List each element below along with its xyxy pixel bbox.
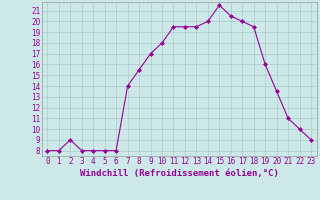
X-axis label: Windchill (Refroidissement éolien,°C): Windchill (Refroidissement éolien,°C) <box>80 169 279 178</box>
